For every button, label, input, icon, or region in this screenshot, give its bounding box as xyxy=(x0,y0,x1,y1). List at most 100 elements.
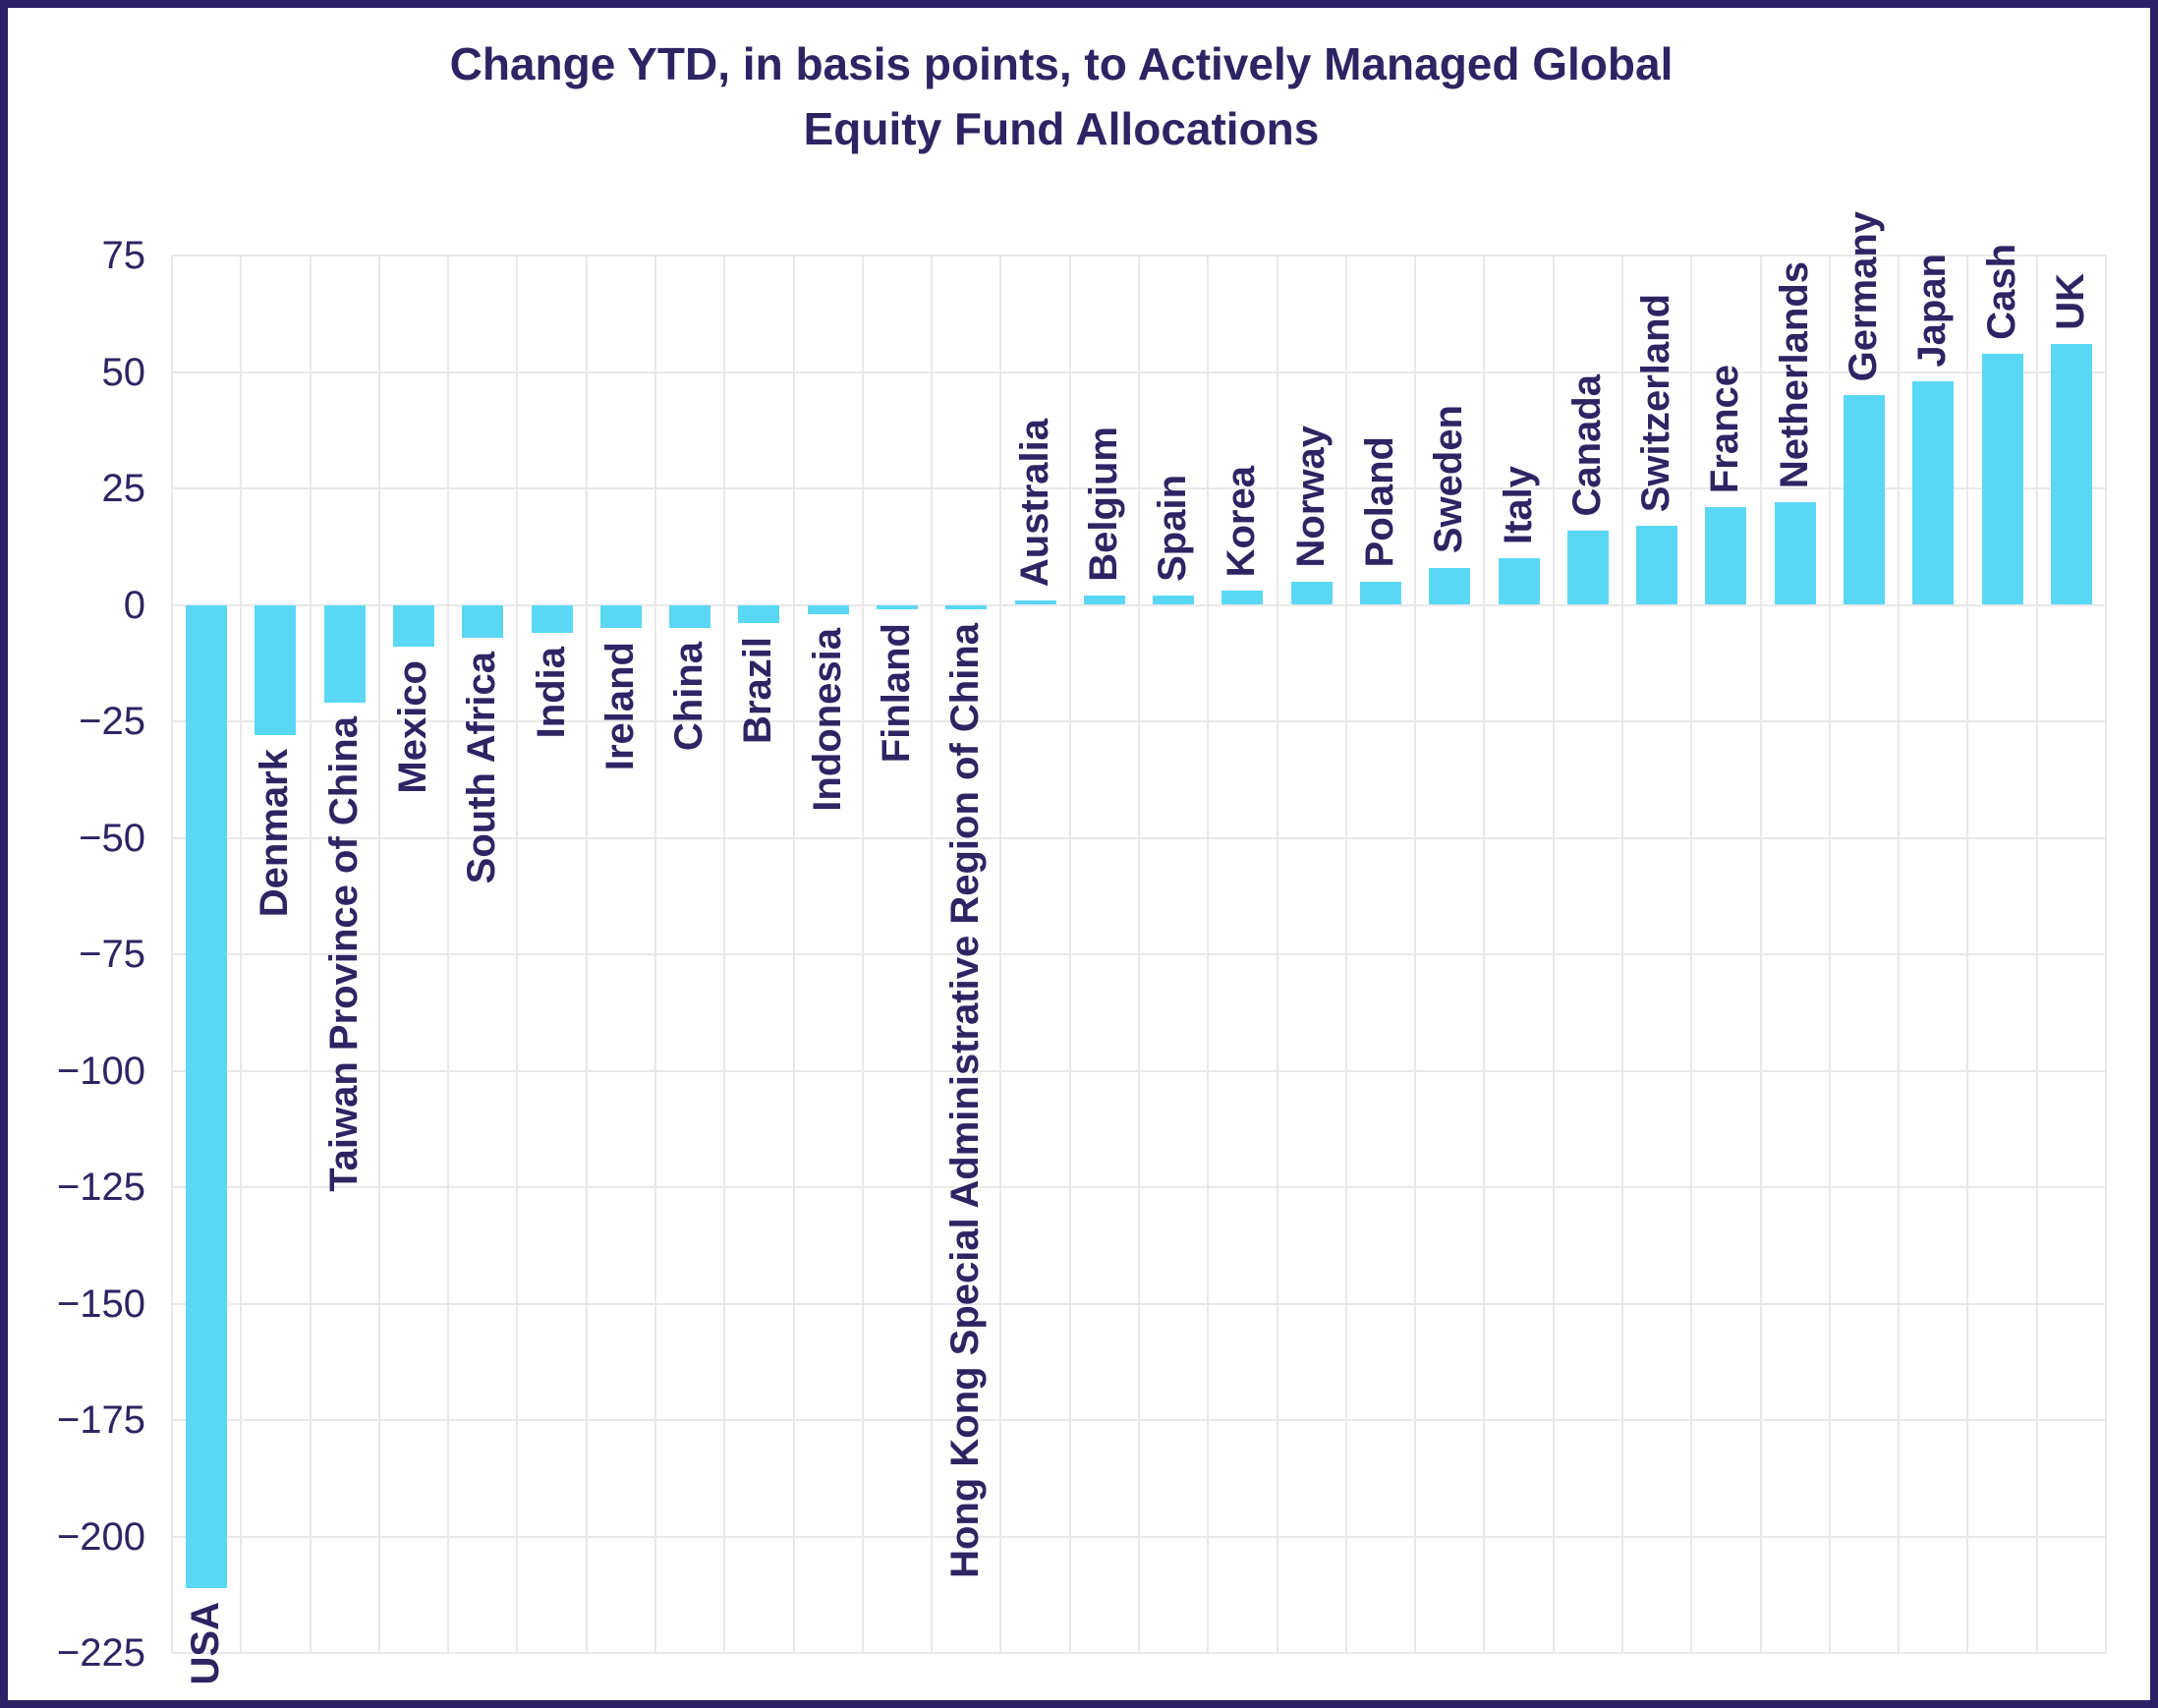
bar xyxy=(807,604,849,614)
y-tick-label: 25 xyxy=(101,467,146,510)
x-gridline xyxy=(240,256,243,1653)
bar xyxy=(1290,581,1333,605)
x-gridline xyxy=(1966,256,1969,1653)
x-gridline xyxy=(2105,256,2107,1653)
x-gridline xyxy=(1690,256,1693,1653)
bar xyxy=(1153,596,1195,605)
y-tick-label: −50 xyxy=(79,816,145,860)
bar-label: Korea xyxy=(1220,465,1264,578)
bar xyxy=(738,604,780,624)
bar xyxy=(1498,558,1540,605)
bar xyxy=(1360,581,1401,605)
x-gridline xyxy=(1759,256,1762,1653)
y-tick-label: 50 xyxy=(101,350,146,394)
x-gridline xyxy=(1344,256,1347,1653)
bar xyxy=(1566,530,1609,605)
y-tick-label: −150 xyxy=(56,1281,145,1326)
y-tick-label: 0 xyxy=(123,583,145,627)
bar-label: Taiwan Province of China xyxy=(321,716,366,1192)
bar-label: Australia xyxy=(1012,418,1056,587)
y-tick-label: −175 xyxy=(56,1398,145,1442)
x-gridline xyxy=(931,256,934,1653)
x-gridline xyxy=(1552,256,1555,1653)
bar-label: South Africa xyxy=(460,651,504,883)
y-tick-label: −25 xyxy=(79,700,145,743)
y-gridline xyxy=(172,1652,2106,1654)
y-tick-label: 75 xyxy=(101,234,146,277)
bar xyxy=(323,604,366,704)
bar xyxy=(1981,353,2023,605)
bar xyxy=(393,604,434,648)
x-gridline xyxy=(377,256,380,1653)
bar xyxy=(1014,599,1056,605)
bar-label: Netherlands xyxy=(1772,261,1816,489)
bar xyxy=(1774,502,1816,605)
bar-label: Sweden xyxy=(1427,405,1471,554)
bar xyxy=(1844,395,1885,605)
bar-label: Belgium xyxy=(1081,427,1125,583)
bar xyxy=(1221,591,1264,605)
bar-label: Germany xyxy=(1842,210,1885,382)
bar-label: Italy xyxy=(1496,466,1540,545)
bar xyxy=(1636,525,1678,605)
x-gridline xyxy=(1207,256,1210,1653)
bar-label: Cash xyxy=(1979,243,2023,340)
x-gridline xyxy=(654,256,656,1653)
bar xyxy=(669,604,711,629)
x-gridline xyxy=(1414,256,1417,1653)
x-gridline xyxy=(2035,256,2038,1653)
x-gridline xyxy=(1138,256,1140,1653)
bar-label: USA xyxy=(184,1601,228,1685)
x-gridline xyxy=(1483,256,1486,1653)
bar-label: Japan xyxy=(1910,254,1955,368)
bar xyxy=(877,604,918,610)
bar xyxy=(186,604,228,1588)
bar xyxy=(462,604,504,638)
bar-label: Canada xyxy=(1564,374,1609,517)
y-tick-label: −75 xyxy=(79,933,145,976)
bar-label: UK xyxy=(2048,273,2092,331)
bar-label: France xyxy=(1703,364,1747,493)
chart-title: Change YTD, in basis points, to Actively… xyxy=(29,31,2093,161)
x-gridline xyxy=(516,256,519,1653)
x-gridline xyxy=(447,256,450,1653)
x-gridline xyxy=(723,256,726,1653)
x-gridline xyxy=(309,256,312,1653)
y-tick-label: −200 xyxy=(56,1514,145,1559)
bar-label: Mexico xyxy=(391,660,434,794)
bar-label: Denmark xyxy=(253,749,297,918)
bar-label: Ireland xyxy=(597,642,642,771)
y-tick-label: −100 xyxy=(56,1049,145,1093)
x-gridline xyxy=(1621,256,1623,1653)
x-gridline xyxy=(1898,256,1901,1653)
bar xyxy=(1705,506,1747,605)
bar-label: Finland xyxy=(875,623,918,764)
bar-label: Norway xyxy=(1288,426,1333,568)
x-gridline xyxy=(999,256,1002,1653)
bar-label: Poland xyxy=(1358,436,1401,568)
bar-label: India xyxy=(529,646,573,739)
y-tick-label: −125 xyxy=(56,1166,145,1209)
bar xyxy=(1429,567,1471,605)
bar xyxy=(945,604,988,610)
bar-label: Spain xyxy=(1151,475,1195,583)
chart-title-line1: Change YTD, in basis points, to Actively… xyxy=(449,38,1674,89)
x-gridline xyxy=(171,256,173,1653)
x-gridline xyxy=(1828,256,1831,1653)
bar-label: China xyxy=(667,642,711,752)
bar xyxy=(531,604,573,633)
bar xyxy=(599,604,642,629)
y-tick-label: −225 xyxy=(56,1631,145,1675)
x-gridline xyxy=(585,256,588,1653)
x-gridline xyxy=(792,256,795,1653)
bar xyxy=(1912,380,1955,605)
bar-label: Switzerland xyxy=(1634,293,1678,512)
chart-title-line2: Equity Fund Allocations xyxy=(803,103,1320,154)
bar xyxy=(255,604,297,736)
x-gridline xyxy=(1068,256,1071,1653)
bar xyxy=(1083,596,1125,605)
x-gridline xyxy=(1276,256,1278,1653)
x-gridline xyxy=(861,256,864,1653)
bar-label: Brazil xyxy=(736,637,780,745)
